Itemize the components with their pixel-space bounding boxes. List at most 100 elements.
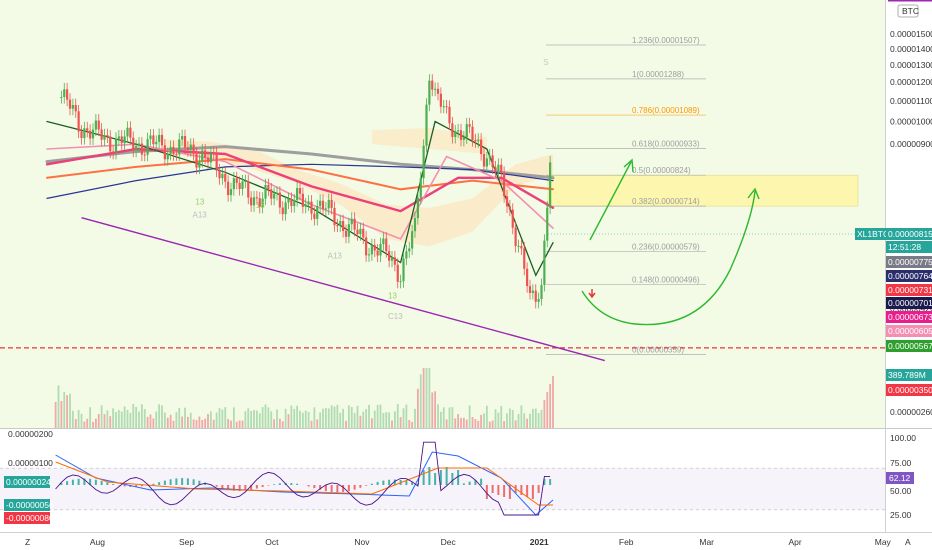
macd-histogram-bar — [135, 485, 138, 487]
oscillator-axis[interactable]: 0.00000200 0.00000100 0.00000024 -0.0000005… — [4, 429, 916, 524]
volume-bar — [379, 404, 382, 428]
volume-bar — [117, 410, 120, 428]
macd-histogram-bar — [198, 480, 201, 485]
macd-histogram-bar — [94, 479, 97, 485]
volume-bar — [368, 404, 370, 428]
candle-body — [264, 184, 267, 199]
volume-bar — [238, 420, 241, 428]
macd-histogram-bar — [359, 485, 362, 488]
volume-bar — [109, 416, 112, 428]
candle-body — [543, 240, 546, 285]
macd-histogram-bar — [468, 481, 471, 485]
candle-body — [485, 158, 488, 167]
volume-bar — [278, 418, 281, 428]
signal-line — [55, 461, 553, 506]
macd-histogram-bar — [526, 485, 529, 497]
volume-bar — [511, 409, 514, 428]
macd-histogram-bar — [192, 479, 195, 485]
osc-left-tag — [4, 499, 50, 511]
macd-histogram-bar — [123, 485, 126, 487]
rsi-value-label: 62.12 — [889, 473, 911, 483]
price-tag — [886, 270, 932, 282]
volume-bar — [94, 418, 97, 428]
candle-body — [178, 139, 181, 155]
volume-bar — [273, 419, 276, 428]
annotation-label: S — [543, 58, 548, 67]
volume-bar — [80, 413, 83, 428]
candle-body — [152, 135, 155, 145]
volume-bar — [396, 404, 399, 428]
macd-histogram-bar — [497, 485, 500, 495]
candle-body — [255, 197, 258, 199]
arrowhead — [747, 187, 760, 200]
price-axis[interactable]: 0.00001500 0.00001400 0.00001300 0.00001200… — [888, 0, 932, 418]
volume-bar — [103, 414, 106, 428]
price-tag-label: 0.00000673 — [888, 312, 932, 322]
candle-body — [63, 89, 66, 98]
volume-bar — [284, 408, 287, 428]
volume-bar — [310, 420, 313, 428]
volume-bar — [362, 411, 365, 428]
macd-histogram-bar — [66, 481, 69, 485]
candle-body — [215, 153, 218, 171]
macd-histogram-bar — [169, 479, 172, 485]
volume-bar — [86, 418, 89, 428]
volume-bar — [241, 420, 244, 428]
descending-trendline[interactable] — [81, 217, 605, 362]
candle-body — [91, 129, 95, 139]
volume-bar — [123, 406, 126, 428]
candle-body — [123, 136, 126, 144]
volume-bar — [327, 408, 330, 428]
volume-bar — [376, 404, 379, 428]
volume-bar — [77, 409, 80, 428]
down-arrow-marker — [588, 289, 596, 299]
candle-body — [388, 251, 391, 261]
time-axis-label: Sep — [179, 537, 194, 547]
macd-histogram-bar — [140, 485, 143, 487]
rsi-line — [55, 441, 551, 516]
volume-bar — [215, 412, 218, 428]
volume-bar — [212, 419, 215, 428]
volume-bar — [276, 409, 278, 428]
fibonacci-retracement[interactable]: 1.236(0.00001507) 1(0.00001288) 0.786(0.00… — [546, 36, 706, 355]
volume-bar — [161, 405, 163, 428]
candle-body — [232, 178, 235, 190]
volume-bar — [293, 408, 296, 428]
fib-level-label: 0.382(0.00000714) — [632, 197, 700, 206]
time-axis[interactable]: Aug Sep Oct Nov Dec 2021 Feb Mar Apr May Z A — [25, 537, 911, 547]
volume-bar — [54, 402, 57, 428]
candle-body — [390, 257, 394, 261]
candle-body — [68, 99, 72, 109]
candle-body — [287, 198, 290, 203]
candle-body — [468, 124, 471, 127]
macd-histogram-bar — [393, 479, 396, 485]
volume-bar — [66, 395, 69, 428]
volume-bar — [299, 410, 301, 428]
candle-body — [471, 126, 474, 141]
time-axis-label: 2021 — [530, 537, 549, 547]
volume-bar — [439, 411, 442, 428]
osc-left-tag — [4, 476, 50, 488]
volume-bar — [537, 412, 540, 428]
candle-body — [399, 281, 402, 283]
volume-bar — [382, 412, 385, 428]
projection-arrow-up[interactable] — [589, 161, 632, 241]
ma-20-lightpink — [46, 143, 554, 240]
macd-histogram-bar — [370, 483, 373, 485]
fib-level-label: 1(0.00001288) — [632, 70, 684, 79]
projection-arrow-curve[interactable] — [581, 190, 756, 326]
candle-body — [454, 131, 457, 137]
candle-body — [293, 200, 296, 207]
candle-body — [252, 197, 256, 206]
candle-body — [373, 245, 376, 251]
candle-body — [158, 134, 161, 142]
auto-scale-button[interactable]: A — [905, 537, 911, 547]
annotation-label: A13 — [193, 211, 208, 220]
user-drawings[interactable] — [0, 158, 885, 362]
candle-body — [528, 286, 532, 293]
currency-badge[interactable] — [897, 4, 919, 18]
macd-histogram-bar — [319, 485, 322, 490]
timezone-icon[interactable]: Z — [25, 537, 30, 547]
volume-bar — [143, 408, 146, 428]
macd-histogram-bar — [342, 485, 345, 492]
